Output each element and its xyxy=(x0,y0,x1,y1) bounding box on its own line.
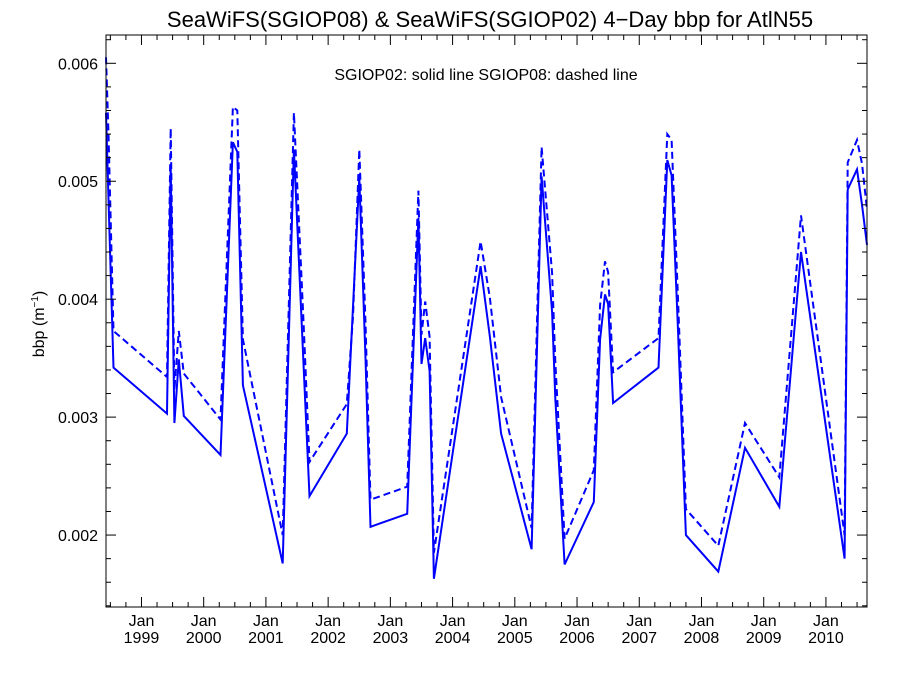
x-tick-label-year: 2007 xyxy=(621,630,657,647)
x-tick-label-year: 2003 xyxy=(373,630,409,647)
x-tick-label-month: Jan xyxy=(564,613,590,630)
x-tick-label-year: 2009 xyxy=(746,630,782,647)
x-tick-label-year: 1999 xyxy=(124,630,160,647)
x-tick-label-month: Jan xyxy=(191,613,217,630)
y-axis-label-text: bbp (m xyxy=(31,307,48,357)
x-tick-label-year: 2008 xyxy=(684,630,720,647)
x-tick-label-year: 2000 xyxy=(186,630,222,647)
y-tick-label: 0.002 xyxy=(58,528,98,545)
y-axis-label-unit-exponent: −1 xyxy=(30,296,41,308)
x-tick-label-month: Jan xyxy=(377,613,403,630)
x-tick-label-year: 2002 xyxy=(310,630,346,647)
x-tick-label-month: Jan xyxy=(502,613,528,630)
y-tick-label: 0.006 xyxy=(58,56,98,73)
plot-frame xyxy=(105,34,868,608)
x-tick-label-month: Jan xyxy=(751,613,777,630)
y-tick-label: 0.005 xyxy=(58,174,98,191)
y-axis-label: bbp (m−1) xyxy=(30,291,48,358)
y-tick-label: 0.004 xyxy=(58,292,98,309)
series-line-sgiop08 xyxy=(105,57,868,553)
x-tick-label-month: Jan xyxy=(315,613,341,630)
x-tick-label-year: 2005 xyxy=(497,630,533,647)
x-tick-label-month: Jan xyxy=(440,613,466,630)
chart-title: SeaWiFS(SGIOP08) & SeaWiFS(SGIOP02) 4−Da… xyxy=(167,7,813,32)
svg-text:bbp (m−1): bbp (m−1) xyxy=(30,291,48,358)
x-tick-label-month: Jan xyxy=(813,613,839,630)
x-tick-label-month: Jan xyxy=(129,613,155,630)
x-tick-label-year: 2006 xyxy=(559,630,595,647)
x-tick-label-year: 2010 xyxy=(808,630,844,647)
x-tick-label-year: 2001 xyxy=(248,630,284,647)
x-tick-label-year: 2004 xyxy=(435,630,471,647)
x-tick-label-month: Jan xyxy=(626,613,652,630)
x-tick-label-month: Jan xyxy=(689,613,715,630)
tick-layer: 0.0020.0030.0040.0050.006Jan1999Jan2000J… xyxy=(58,35,867,647)
y-axis-label-close: ) xyxy=(31,291,48,296)
legend-annotation: SGIOP02: solid line SGIOP08: dashed line xyxy=(334,67,637,84)
x-tick-label-month: Jan xyxy=(253,613,279,630)
series-layer xyxy=(105,57,868,579)
series-line-sgiop02 xyxy=(105,112,868,579)
y-tick-label: 0.003 xyxy=(58,410,98,427)
